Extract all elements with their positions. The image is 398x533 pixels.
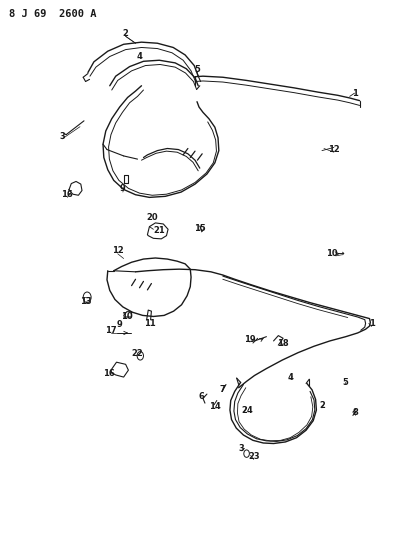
Text: 13: 13: [80, 296, 92, 305]
Text: 22: 22: [132, 349, 143, 358]
Text: 5: 5: [342, 378, 348, 387]
Text: 3: 3: [59, 132, 65, 141]
Text: 4: 4: [287, 373, 293, 382]
Text: 6: 6: [199, 392, 204, 401]
Text: 2: 2: [319, 401, 325, 410]
Text: 19: 19: [244, 335, 256, 344]
Text: 16: 16: [61, 190, 73, 199]
Text: 7: 7: [220, 385, 226, 394]
Text: 21: 21: [154, 226, 165, 235]
Text: 3: 3: [239, 444, 245, 453]
Text: 23: 23: [248, 453, 259, 462]
Text: 15: 15: [194, 224, 206, 233]
Text: 14: 14: [209, 402, 221, 411]
Text: 5: 5: [194, 66, 200, 74]
Text: 10: 10: [121, 312, 133, 321]
Text: 18: 18: [277, 338, 289, 348]
Text: 2: 2: [123, 29, 129, 38]
Text: 24: 24: [242, 406, 253, 415]
Text: 1: 1: [351, 88, 357, 98]
Text: 1: 1: [369, 319, 375, 328]
Text: 12: 12: [328, 145, 340, 154]
Text: 10→: 10→: [326, 249, 345, 259]
Text: 8: 8: [353, 408, 359, 417]
Text: 8 J 69  2600 A: 8 J 69 2600 A: [9, 9, 96, 19]
Text: 11: 11: [144, 319, 155, 328]
Text: 16: 16: [103, 369, 115, 378]
Text: 20: 20: [146, 213, 158, 222]
Text: 17: 17: [105, 326, 117, 335]
Text: 9: 9: [117, 320, 123, 329]
Text: 9: 9: [120, 184, 126, 193]
Text: 4: 4: [137, 52, 142, 61]
Text: 12: 12: [112, 246, 123, 255]
